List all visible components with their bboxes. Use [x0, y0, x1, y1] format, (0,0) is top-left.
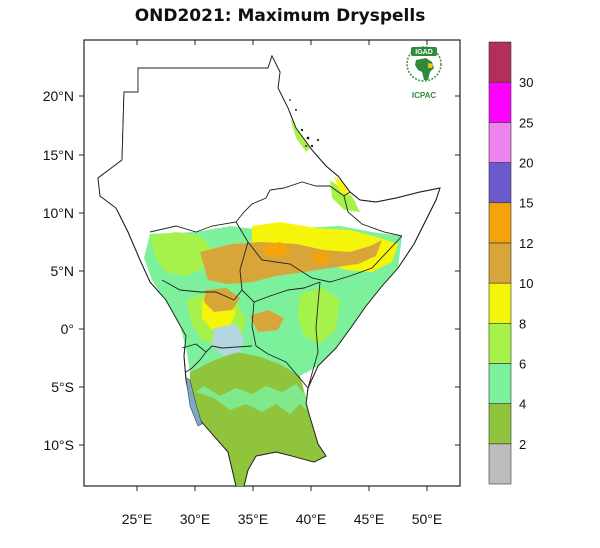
colorbar-label: 10	[519, 276, 533, 291]
colorbar-label: 20	[519, 156, 533, 171]
colorbar-swatch	[488, 122, 512, 163]
lon-tick-label: 45°E	[354, 511, 385, 527]
logo-bottom-text: ICPAC	[412, 91, 437, 100]
colorbar-swatch	[488, 363, 512, 404]
logo-banner	[411, 47, 437, 56]
lon-tick-label: 50°E	[412, 511, 443, 527]
colorbar-swatch	[488, 202, 512, 244]
lat-tick-label: 10°N	[43, 205, 74, 221]
dryspell-band-12	[200, 240, 382, 332]
colorbar-swatch	[488, 41, 512, 83]
lon-axis	[136, 40, 428, 491]
map-title: OND2021: Maximum Dryspells	[134, 6, 426, 26]
igad-icpac-logo: IGAD ICPAC	[406, 46, 442, 100]
lat-tick-label: 5°S	[51, 379, 74, 395]
colorbar-swatch	[488, 322, 512, 364]
colorbar-label: 4	[519, 397, 526, 412]
coastal-islands	[289, 99, 320, 148]
logo-top-text: IGAD	[415, 49, 433, 56]
colorbar-label: 25	[519, 115, 533, 130]
lat-tick-label: 0°	[61, 321, 74, 337]
dryspell-band-6-south	[196, 384, 308, 414]
dryspell-band-15	[262, 242, 332, 264]
colorbar-label: 30	[519, 75, 533, 90]
lon-tick-label: 30°E	[180, 511, 211, 527]
colorbar-swatch	[488, 443, 512, 485]
no-data-region	[98, 56, 344, 228]
colorbar	[488, 41, 512, 485]
lon-tick-label: 35°E	[238, 511, 269, 527]
lat-tick-label: 10°S	[43, 437, 74, 453]
lon-tick-label: 40°E	[296, 511, 327, 527]
lake-tanganyika	[185, 377, 203, 427]
colorbar-label: 6	[519, 356, 526, 371]
dryspell-band-2	[212, 188, 294, 356]
lat-tick-label: 20°N	[43, 88, 74, 104]
colorbar-label: 2	[519, 437, 526, 452]
dryspell-band-4	[190, 352, 326, 486]
colorbar-swatch	[488, 242, 512, 284]
colorbar-label: 12	[519, 236, 533, 251]
lon-tick-label: 25°E	[122, 511, 153, 527]
map-content	[97, 54, 441, 486]
lat-tick-label: 15°N	[43, 147, 74, 163]
lat-tick-label: 5°N	[51, 263, 75, 279]
colorbar-label: 8	[519, 316, 526, 331]
colorbar-swatch	[488, 81, 512, 123]
colorbar-swatch	[488, 282, 512, 324]
colorbar-label: 15	[519, 196, 533, 211]
lat-axis	[79, 95, 460, 446]
colorbar-labels: 2 4 6 8 10 12 15 20 25 30	[519, 75, 533, 452]
igad-region-icon	[428, 63, 433, 68]
colorbar-swatch	[488, 162, 512, 204]
colorbar-swatch	[488, 403, 512, 445]
